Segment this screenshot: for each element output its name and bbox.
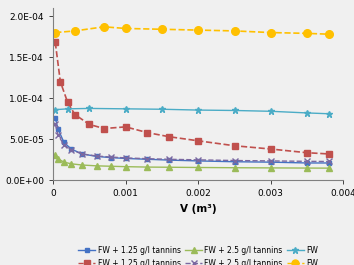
Legend: FW + 1.25 g/l tannins, FW + 1.25 g/l tannins, FW + 2.5 g/l tannins, FW + 2.5 g/l: FW + 1.25 g/l tannins, FW + 1.25 g/l tan… xyxy=(79,246,318,265)
X-axis label: V (m³): V (m³) xyxy=(180,204,217,214)
